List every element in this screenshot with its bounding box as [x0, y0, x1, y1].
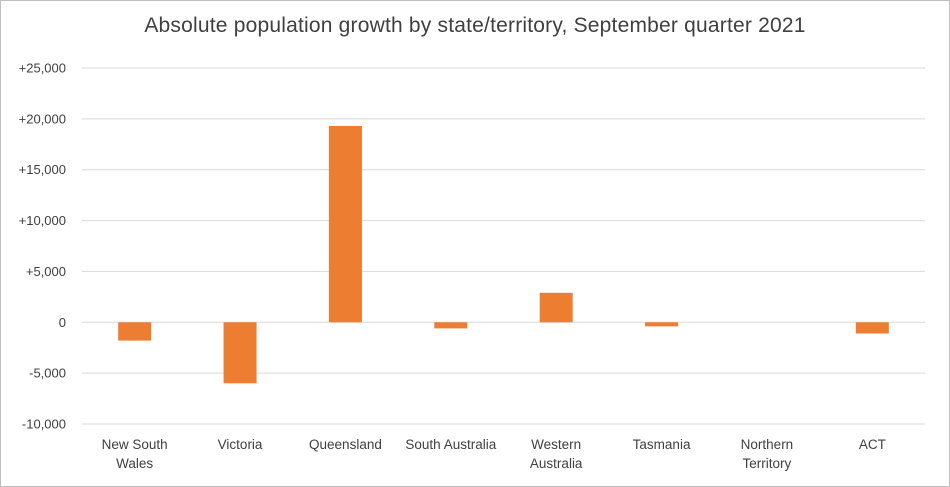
- x-tick-label: Victoria: [218, 437, 263, 452]
- y-tick-label: +20,000: [19, 111, 66, 126]
- x-axis-labels: New South Wales Victoria Queensland South Au…: [102, 437, 886, 471]
- y-tick-label: +25,000: [19, 61, 66, 76]
- y-tick-label: 0: [59, 315, 66, 330]
- gridlines: [82, 67, 925, 425]
- bar: [223, 322, 257, 384]
- bar: [328, 125, 362, 323]
- chart-title: Absolute population growth by state/terr…: [144, 14, 806, 37]
- bar: [645, 322, 679, 327]
- y-tick-label: +15,000: [19, 162, 66, 177]
- x-tick-label: Northern Territory: [741, 437, 794, 471]
- bar: [118, 322, 152, 341]
- x-tick-label: Western Australia: [530, 437, 583, 471]
- bar: [434, 322, 468, 329]
- x-tick-label: South Australia: [405, 437, 496, 452]
- x-tick-label: Tasmania: [633, 437, 691, 452]
- y-tick-label: -5,000: [29, 366, 66, 381]
- y-tick-label: +10,000: [19, 213, 66, 228]
- bar: [855, 322, 889, 334]
- x-tick-label: New South Wales: [102, 437, 168, 471]
- x-tick-label: ACT: [859, 437, 886, 452]
- x-tick-label: Queensland: [309, 437, 382, 452]
- y-tick-label: -10,000: [22, 417, 66, 432]
- y-axis-ticks: +25,000 +20,000 +15,000 +10,000 +5,000 0 -5,00…: [19, 61, 66, 432]
- bars: [118, 125, 889, 384]
- y-tick-label: +5,000: [26, 264, 66, 279]
- bar: [539, 292, 573, 323]
